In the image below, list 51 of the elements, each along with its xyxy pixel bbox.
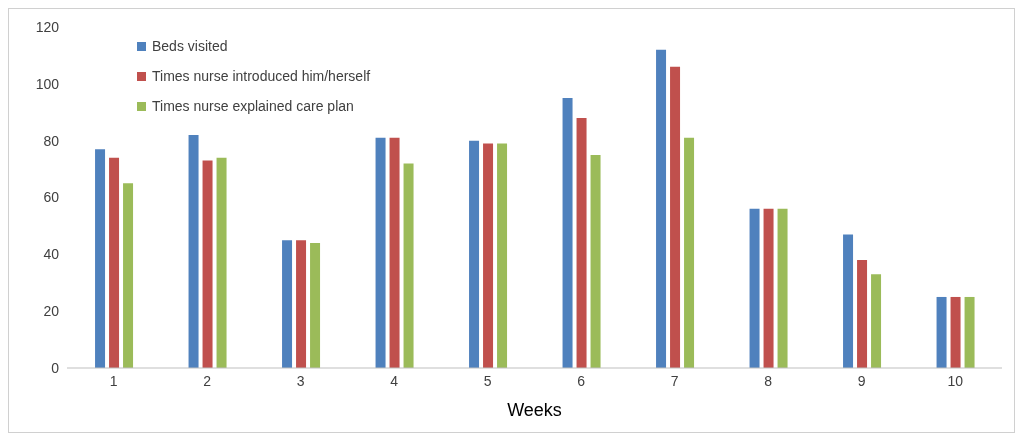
bar <box>843 234 854 368</box>
bar <box>216 157 227 368</box>
x-tick-label: 7 <box>670 372 679 389</box>
bar <box>123 183 134 368</box>
bar <box>497 143 508 368</box>
bar <box>469 140 480 368</box>
bar <box>749 208 760 368</box>
y-tick-label: 80 <box>43 132 60 149</box>
bar <box>375 137 386 368</box>
x-tick-label: 9 <box>857 372 866 389</box>
bar <box>871 274 882 368</box>
legend-label: Times nurse introduced him/herself <box>152 67 371 86</box>
x-tick-label: 2 <box>203 372 212 389</box>
bar <box>950 296 961 368</box>
x-axis-title: Weeks <box>507 400 562 420</box>
bar <box>857 260 868 368</box>
x-tick-label: 4 <box>390 372 399 389</box>
bar <box>389 137 400 368</box>
bar <box>310 242 321 368</box>
bar <box>483 143 494 368</box>
bar <box>936 296 947 368</box>
y-tick-label: 20 <box>43 303 60 320</box>
x-tick-label: 1 <box>109 372 118 389</box>
bar <box>109 157 120 368</box>
bar <box>576 117 587 368</box>
bar <box>590 154 601 368</box>
bar <box>684 137 695 368</box>
x-tick-label: 10 <box>947 372 964 389</box>
bar <box>282 240 293 368</box>
legend-label: Times nurse explained care plan <box>152 97 354 116</box>
legend-label: Beds visited <box>152 37 228 56</box>
x-tick-label: 5 <box>483 372 492 389</box>
y-tick-label: 60 <box>43 189 60 206</box>
bar <box>656 49 667 368</box>
y-tick-label: 100 <box>35 75 60 92</box>
bar <box>296 240 307 368</box>
bar <box>188 134 199 368</box>
bar <box>763 208 774 368</box>
bar <box>964 296 975 368</box>
bar <box>777 208 788 368</box>
bar <box>403 163 414 368</box>
bar <box>670 66 681 368</box>
bar <box>202 160 213 368</box>
x-tick-label: 8 <box>764 372 773 389</box>
y-tick-label: 120 <box>35 18 60 35</box>
bar <box>562 98 573 368</box>
y-tick-label: 0 <box>51 359 60 376</box>
x-tick-label: 6 <box>577 372 586 389</box>
x-tick-label: 3 <box>296 372 305 389</box>
bar <box>95 149 106 368</box>
y-tick-label: 40 <box>43 246 60 263</box>
